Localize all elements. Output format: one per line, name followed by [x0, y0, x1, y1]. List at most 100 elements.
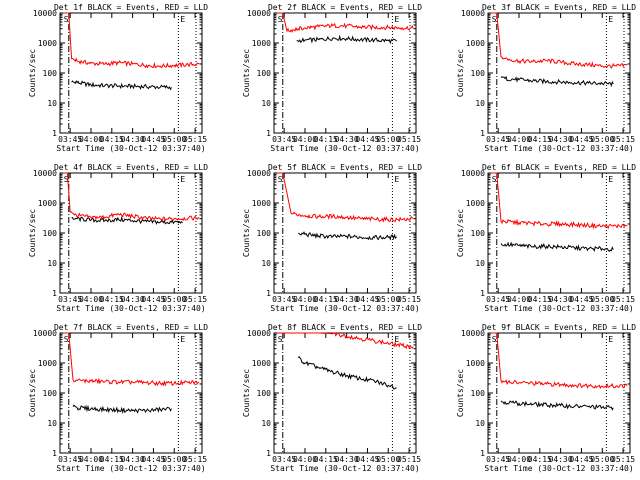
x-tick-label: 05:15	[397, 455, 421, 464]
x-tick-label: 05:15	[611, 295, 635, 304]
end-marker: E	[608, 335, 613, 344]
y-tick-label: 10000	[461, 9, 485, 18]
x-tick-label: 04:30	[549, 295, 573, 304]
chart-title: Det 9f BLACK = Events, RED = LLD	[482, 323, 636, 332]
x-tick-label: 04:15	[528, 135, 552, 144]
x-axis-label: Start Time (30-Oct-12 03:37:40)	[484, 464, 633, 473]
series-line-lld	[63, 12, 200, 69]
x-tick-label: 04:15	[100, 135, 124, 144]
x-tick-label: 04:45	[569, 295, 593, 304]
x-tick-label: 04:30	[335, 295, 359, 304]
plot-frame	[487, 12, 631, 134]
x-tick-label: 03:45	[486, 295, 510, 304]
series-line-lld	[491, 172, 628, 230]
x-tick-label: 04:30	[549, 455, 573, 464]
y-tick-label: 10	[47, 259, 57, 268]
chart-panel-5: Det 5f BLACK = Events, RED = LLD 1 10 100 10…	[242, 163, 422, 313]
y-tick-label: 1	[266, 129, 271, 138]
series-line-events	[71, 79, 172, 91]
y-tick-label: 100	[257, 69, 272, 78]
plot-frame	[59, 332, 203, 454]
x-tick-label: 03:45	[486, 455, 510, 464]
y-axis-label: Counts/sec	[242, 369, 251, 417]
chart-title: Det 1f BLACK = Events, RED = LLD	[54, 3, 208, 12]
y-tick-label: 10000	[33, 329, 57, 338]
x-tick-label: 04:00	[507, 455, 531, 464]
x-tick-label: 05:00	[590, 455, 614, 464]
chart-title: Det 7f BLACK = Events, RED = LLD	[54, 323, 208, 332]
y-tick-label: 10000	[247, 9, 271, 18]
start-marker: S	[492, 335, 497, 344]
x-tick-label: 04:00	[293, 135, 317, 144]
y-tick-label: 100	[471, 69, 486, 78]
y-tick-label: 1000	[466, 359, 485, 368]
x-tick-label: 04:30	[549, 135, 573, 144]
x-tick-label: 05:00	[376, 455, 400, 464]
y-tick-label: 10000	[33, 169, 57, 178]
y-tick-label: 1000	[38, 199, 57, 208]
x-axis-label: Start Time (30-Oct-12 03:37:40)	[56, 144, 205, 153]
plot-frame	[59, 12, 203, 134]
y-tick-label: 1	[480, 129, 485, 138]
end-marker: E	[394, 335, 399, 344]
series-line-events	[71, 216, 183, 226]
y-tick-label: 10	[261, 419, 271, 428]
x-tick-label: 04:15	[528, 295, 552, 304]
series-line-lld	[63, 332, 200, 387]
end-marker: E	[180, 15, 185, 24]
series-line-events	[72, 404, 172, 415]
x-tick-label: 03:45	[58, 135, 82, 144]
y-tick-label: 10000	[247, 169, 271, 178]
start-marker: S	[64, 15, 69, 24]
y-tick-label: 100	[471, 229, 486, 238]
y-tick-label: 10	[261, 259, 271, 268]
x-axis-label: Start Time (30-Oct-12 03:37:40)	[270, 464, 419, 473]
y-tick-label: 1	[480, 449, 485, 458]
x-tick-label: 05:00	[162, 455, 186, 464]
series-line-lld	[491, 12, 628, 70]
y-axis-label: Counts/sec	[456, 209, 465, 257]
series-line-events	[500, 400, 614, 411]
x-tick-label: 05:00	[590, 135, 614, 144]
end-marker: E	[394, 15, 399, 24]
x-tick-label: 04:30	[121, 295, 145, 304]
x-tick-label: 03:45	[58, 455, 82, 464]
y-tick-label: 1000	[466, 39, 485, 48]
x-tick-label: 04:45	[355, 295, 379, 304]
x-axis-label: Start Time (30-Oct-12 03:37:40)	[56, 304, 205, 313]
chart-title: Det 8f BLACK = Events, RED = LLD	[268, 323, 422, 332]
series-line-events	[296, 34, 397, 45]
plot-frame	[487, 332, 631, 454]
start-marker: S	[64, 175, 69, 184]
chart-title: Det 5f BLACK = Events, RED = LLD	[268, 163, 422, 172]
y-tick-label: 10	[475, 419, 485, 428]
y-tick-label: 1	[266, 449, 271, 458]
y-tick-label: 10	[47, 99, 57, 108]
x-tick-label: 04:45	[569, 135, 593, 144]
x-tick-label: 04:30	[335, 135, 359, 144]
chart-panel-1: Det 1f BLACK = Events, RED = LLD 1 10 100 10…	[28, 3, 208, 153]
x-tick-label: 04:45	[355, 135, 379, 144]
y-tick-label: 1000	[38, 359, 57, 368]
y-tick-label: 100	[43, 229, 58, 238]
x-tick-label: 04:30	[121, 135, 145, 144]
y-tick-label: 10	[261, 99, 271, 108]
y-tick-label: 1000	[466, 199, 485, 208]
x-tick-label: 04:15	[100, 455, 124, 464]
y-tick-label: 1	[52, 449, 57, 458]
y-tick-label: 1	[480, 289, 485, 298]
end-marker: E	[394, 175, 399, 184]
plot-frame	[273, 332, 417, 454]
y-tick-label: 100	[43, 69, 58, 78]
y-tick-label: 1000	[252, 359, 271, 368]
y-tick-label: 10000	[461, 169, 485, 178]
x-tick-label: 04:30	[121, 455, 145, 464]
y-tick-label: 10000	[33, 9, 57, 18]
y-axis-label: Counts/sec	[28, 49, 37, 97]
y-axis-label: Counts/sec	[28, 209, 37, 257]
y-tick-label: 10	[475, 99, 485, 108]
plot-frame	[487, 172, 631, 294]
chart-panel-7: Det 7f BLACK = Events, RED = LLD 1 10 100 10…	[28, 323, 208, 473]
start-marker: S	[278, 175, 283, 184]
end-marker: E	[180, 335, 185, 344]
